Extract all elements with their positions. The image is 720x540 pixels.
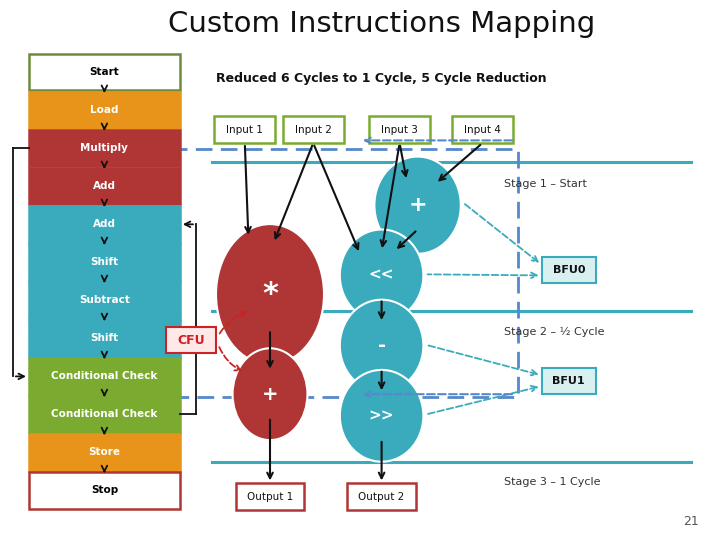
FancyBboxPatch shape [29,358,180,395]
Text: Reduced 6 Cycles to 1 Cycle, 5 Cycle Reduction: Reduced 6 Cycles to 1 Cycle, 5 Cycle Red… [216,72,547,85]
Text: Output 2: Output 2 [359,492,405,502]
Text: Input 3: Input 3 [381,125,418,134]
Text: Output 1: Output 1 [247,492,293,502]
Text: BFU1: BFU1 [552,376,585,386]
Text: BFU0: BFU0 [552,265,585,275]
FancyBboxPatch shape [283,116,344,143]
Text: 21: 21 [683,515,698,528]
Text: Stage 1 – Start: Stage 1 – Start [504,179,587,188]
Text: >>: >> [369,408,395,423]
FancyBboxPatch shape [29,206,180,242]
Text: <<: << [369,268,395,283]
Text: Add: Add [93,219,116,230]
Text: Shift: Shift [90,333,119,343]
Text: Custom Instructions Mapping: Custom Instructions Mapping [168,10,595,38]
Text: Start: Start [89,67,120,77]
Text: Input 4: Input 4 [464,125,501,134]
Text: Conditional Check: Conditional Check [51,409,158,420]
Text: Input 1: Input 1 [226,125,264,134]
Text: Subtract: Subtract [79,295,130,305]
Text: Conditional Check: Conditional Check [51,372,158,381]
Text: Stage 3 – 1 Cycle: Stage 3 – 1 Cycle [504,477,600,487]
FancyBboxPatch shape [29,244,180,281]
FancyBboxPatch shape [29,472,180,509]
Text: Store: Store [89,448,120,457]
FancyBboxPatch shape [29,168,180,205]
FancyBboxPatch shape [29,54,180,90]
Text: +: + [408,195,427,215]
Text: Load: Load [90,105,119,115]
FancyBboxPatch shape [542,368,596,394]
FancyBboxPatch shape [29,130,180,166]
FancyBboxPatch shape [348,483,416,510]
FancyBboxPatch shape [29,282,180,319]
Text: Shift: Shift [90,258,119,267]
Ellipse shape [233,348,307,440]
FancyBboxPatch shape [452,116,513,143]
FancyBboxPatch shape [542,257,596,283]
Text: CFU: CFU [177,334,204,347]
Ellipse shape [340,370,423,462]
FancyBboxPatch shape [236,483,304,510]
Text: Add: Add [93,181,116,191]
FancyBboxPatch shape [215,116,276,143]
Text: Stop: Stop [91,485,118,496]
FancyBboxPatch shape [29,396,180,433]
Text: *: * [262,280,278,309]
Ellipse shape [374,157,461,254]
Text: Input 2: Input 2 [294,125,332,134]
Text: +: + [262,384,278,404]
Text: Multiply: Multiply [81,143,128,153]
Ellipse shape [340,300,423,392]
FancyBboxPatch shape [29,92,180,129]
FancyBboxPatch shape [29,320,180,356]
FancyBboxPatch shape [369,116,431,143]
FancyBboxPatch shape [166,327,216,353]
Text: Stage 2 – ½ Cycle: Stage 2 – ½ Cycle [504,327,605,337]
Text: -: - [377,336,386,355]
Ellipse shape [216,224,324,364]
FancyBboxPatch shape [29,434,180,471]
Ellipse shape [340,230,423,321]
